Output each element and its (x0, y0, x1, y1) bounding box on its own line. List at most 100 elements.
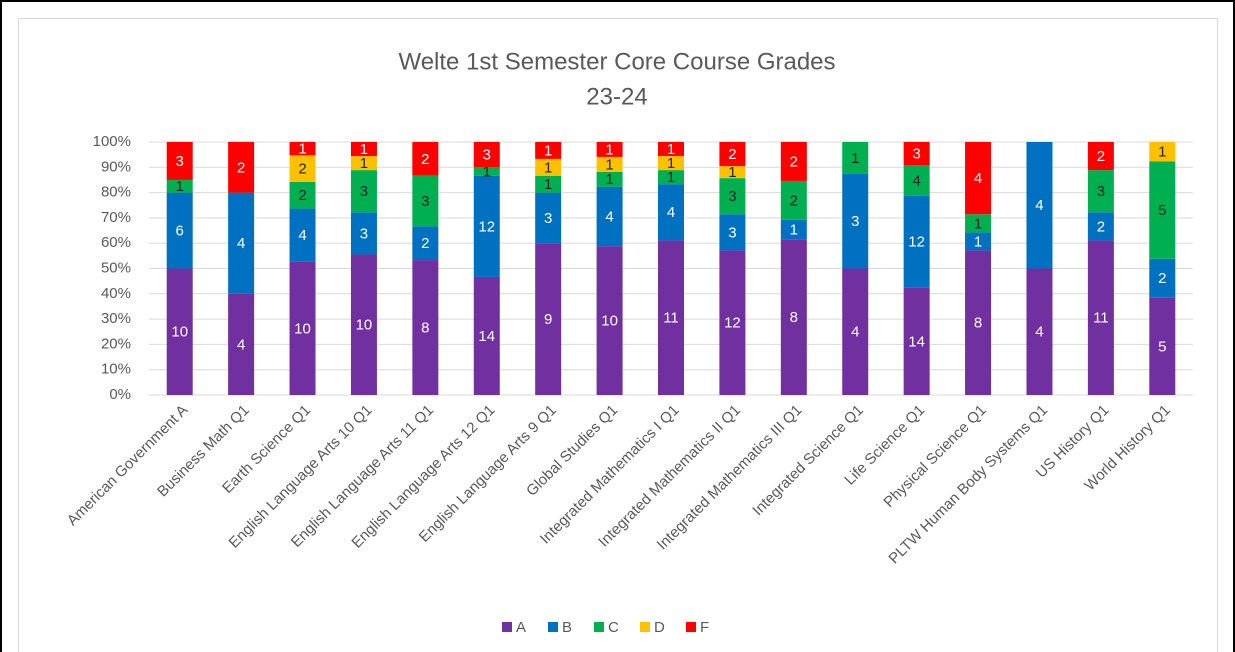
data-label: 4 (851, 324, 859, 341)
data-label: 2 (728, 146, 736, 163)
data-label: 1 (667, 169, 675, 186)
bar-segment (289, 261, 316, 395)
bar-segment (412, 175, 439, 227)
data-label: 2 (237, 159, 245, 176)
bar-segment (658, 142, 684, 157)
bar-segment (596, 156, 623, 172)
data-label: 4 (605, 208, 613, 225)
bar-segment (1149, 161, 1176, 259)
data-label: 10 (294, 320, 311, 337)
data-label: 4 (237, 235, 245, 252)
bar-segment (228, 142, 255, 193)
bar-segment (596, 171, 623, 187)
data-label: 2 (790, 153, 798, 170)
bar-segment (780, 239, 807, 395)
y-tick-label: 50% (101, 259, 131, 276)
bar-segment (166, 179, 193, 193)
data-label: 2 (1097, 218, 1105, 235)
data-label: 1 (974, 215, 982, 232)
data-label: 12 (478, 218, 495, 235)
bar-segment (842, 268, 869, 395)
bar-segment (1087, 142, 1114, 171)
data-label: 1 (667, 141, 675, 158)
y-tick-label: 40% (101, 285, 131, 302)
data-label: 11 (663, 310, 679, 327)
bar-segment (228, 293, 255, 395)
bar-segment (350, 170, 377, 213)
chart-subtitle: 23-24 (586, 83, 647, 110)
data-label: 8 (974, 315, 982, 332)
data-label: 1 (728, 164, 736, 181)
data-label: 1 (544, 159, 552, 176)
bar-segment (1087, 240, 1114, 395)
bar-segment (719, 214, 746, 251)
data-label: 1 (974, 233, 982, 250)
data-label: 11 (1093, 310, 1109, 327)
bar-segment (473, 175, 500, 277)
data-label: 12 (908, 234, 925, 251)
bar-segment (289, 181, 316, 209)
bar-segment (535, 142, 562, 159)
bar-segment (780, 219, 807, 240)
data-label: 4 (237, 336, 245, 353)
data-label: 2 (1097, 148, 1105, 165)
bar-segment (166, 142, 193, 180)
bar-segment (350, 212, 377, 255)
bar-segment (842, 173, 869, 269)
bar-segment (412, 226, 439, 261)
data-label: 3 (912, 145, 920, 162)
data-label: 3 (176, 153, 184, 170)
data-label: 12 (724, 315, 741, 332)
bar-segment (658, 156, 684, 171)
bar-segment (596, 142, 623, 157)
data-label: 4 (974, 170, 982, 187)
bar-segment (965, 142, 992, 215)
data-label: 1 (544, 142, 552, 159)
data-label: 5 (1158, 202, 1166, 219)
data-label: 2 (790, 192, 798, 209)
legend-swatch (548, 622, 558, 632)
data-label: 1 (483, 163, 491, 180)
bar-segment (719, 178, 746, 215)
bar-segment (1087, 212, 1114, 241)
data-label: 2 (421, 235, 429, 252)
data-label: 3 (851, 213, 859, 230)
legend-swatch (594, 622, 604, 632)
y-tick-label: 80% (101, 184, 131, 201)
chart-title: Welte 1st Semester Core Course Grades (398, 48, 835, 75)
data-label: 1 (605, 171, 613, 188)
bar-segment (903, 165, 930, 196)
data-label: 9 (544, 311, 552, 328)
bar-segment (289, 208, 316, 262)
bar-segment (780, 180, 807, 220)
y-tick-label: 30% (101, 310, 131, 327)
bar-segment (1026, 268, 1053, 395)
data-label: 4 (1035, 324, 1043, 341)
data-label: 4 (298, 227, 306, 244)
bar-segment (1149, 258, 1176, 298)
data-label: 1 (360, 141, 368, 158)
bar-segment (903, 142, 930, 165)
bar-segment (289, 155, 316, 182)
bar-segment (289, 142, 316, 156)
legend-label: D (654, 619, 665, 636)
data-label: 8 (421, 320, 429, 337)
bar-segment (903, 287, 930, 395)
bar-segment (412, 260, 439, 395)
data-label: 10 (601, 313, 618, 330)
bar-segment (535, 175, 562, 193)
data-label: 1 (667, 155, 675, 172)
bar-segment (350, 142, 377, 157)
legend-label: B (562, 619, 572, 636)
bar-segment (596, 246, 623, 395)
y-tick-label: 90% (101, 158, 131, 175)
bar-segment (350, 254, 377, 395)
bar-segment (473, 167, 500, 176)
data-label: 3 (360, 183, 368, 200)
bar-segment (350, 156, 377, 171)
data-label: 10 (356, 317, 373, 334)
data-label: 6 (176, 223, 184, 240)
data-label: 10 (171, 324, 188, 341)
legend-label: F (700, 619, 709, 636)
